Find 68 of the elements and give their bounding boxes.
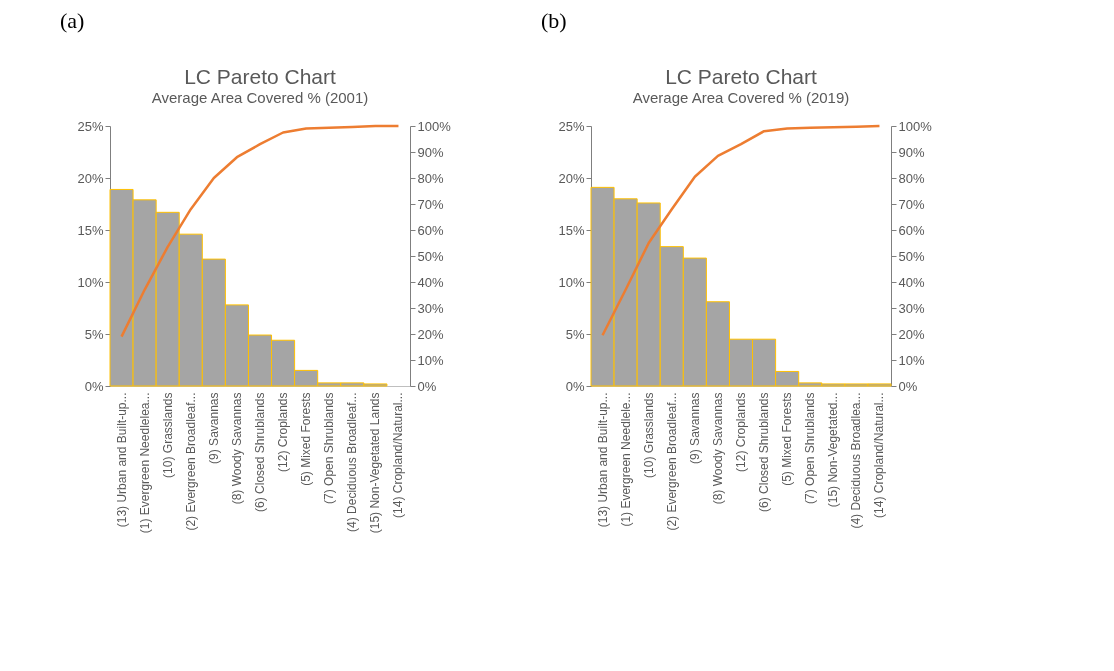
x-tick-label: (1) Evergreen Needlele... [618,392,633,527]
y-tick-label: 20% [77,170,104,186]
x-tick-label: (12) Croplands [276,392,291,472]
x-tick-label: (7) Open Shrublands [803,392,818,504]
x-tick-label: (15) Non-Vegetated... [826,392,841,508]
y2-tick-label: 10% [898,352,925,368]
y2-tick-label: 30% [417,300,444,316]
y-tick-label: 5% [84,326,104,342]
y2-tick-label: 10% [417,352,444,368]
y-tick-label: 20% [558,170,585,186]
chart-title: LC Pareto Chart [184,65,337,88]
x-tick-label: (9) Savannas [687,392,702,464]
y-tick-label: 0% [565,378,585,394]
y2-tick-label: 70% [417,196,444,212]
line-series [601,124,881,337]
x-tick-label: (2) Evergreen Broadleaf... [664,392,679,531]
y2-tick-label: 40% [417,274,444,290]
x-tick-label: (1) Evergreen Needlelea... [137,392,152,534]
x-tick-label: (14) Cropland/Natural... [391,392,406,518]
y2-tick-label: 80% [417,170,444,186]
x-tick-label: (15) Non-Vegetated Lands [368,392,383,534]
y-tick-label: 5% [565,326,585,342]
chart-subtitle: Average Area Covered % (2019) [632,89,850,106]
y-tick-label: 10% [558,274,585,290]
x-tick-label: (10) Grasslands [160,392,175,478]
chart-title: LC Pareto Chart [665,65,818,88]
x-tick-label: (8) Woody Savannas [229,392,244,505]
x-tick-label: (6) Closed Shrublands [757,392,772,512]
x-tick-label: (10) Grasslands [641,392,656,478]
y2-tick-label: 50% [898,248,925,264]
y2-tick-label: 40% [898,274,925,290]
y2-tick-label: 0% [417,378,437,394]
y2-tick-label: 50% [417,248,444,264]
y2-tick-label: 60% [898,222,925,238]
y2-tick-label: 100% [898,118,933,134]
text: (a) [60,8,85,33]
x-tick-label: (9) Savannas [206,392,221,464]
x-tick-label: (7) Open Shrublands [322,392,337,504]
y2-tick-label: 90% [417,144,444,160]
y-tick-label: 15% [77,222,104,238]
x-tick-label: (2) Evergreen Broadleaf... [183,392,198,531]
x-tick-label: (13) Urban and Built-up... [595,392,610,528]
y2-tick-label: 30% [898,300,925,316]
y2-tick-label: 0% [898,378,918,394]
chart-subtitle: Average Area Covered % (2001) [151,89,369,106]
y-tick-label: 0% [84,378,104,394]
text: (b) [541,8,567,33]
x-tick-label: (5) Mixed Forests [299,392,314,486]
y-tick-label: 10% [77,274,104,290]
y-tick-label: 25% [77,118,104,134]
line-series [120,124,400,338]
y2-tick-label: 80% [898,170,925,186]
y2-tick-label: 20% [898,326,925,342]
y2-tick-label: 70% [898,196,925,212]
x-tick-label: (6) Closed Shrublands [253,392,267,512]
y-tick-label: 15% [558,222,585,238]
x-tick-label: (13) Urban and Built-up... [114,392,129,528]
y2-tick-label: 20% [417,326,444,342]
y-tick-label: 25% [558,118,585,134]
x-tick-label: (4) Deciduous Broadlea... [849,392,864,529]
x-tick-label: (14) Cropland/Natural... [872,392,887,518]
x-tick-label: (4) Deciduous Broadleaf... [345,392,360,532]
y2-tick-label: 100% [417,118,452,134]
x-tick-label: (8) Woody Savannas [710,392,725,505]
x-tick-label: (12) Croplands [734,392,748,472]
y2-tick-label: 90% [898,144,925,160]
y2-tick-label: 60% [417,222,444,238]
x-tick-label: (5) Mixed Forests [780,392,795,486]
